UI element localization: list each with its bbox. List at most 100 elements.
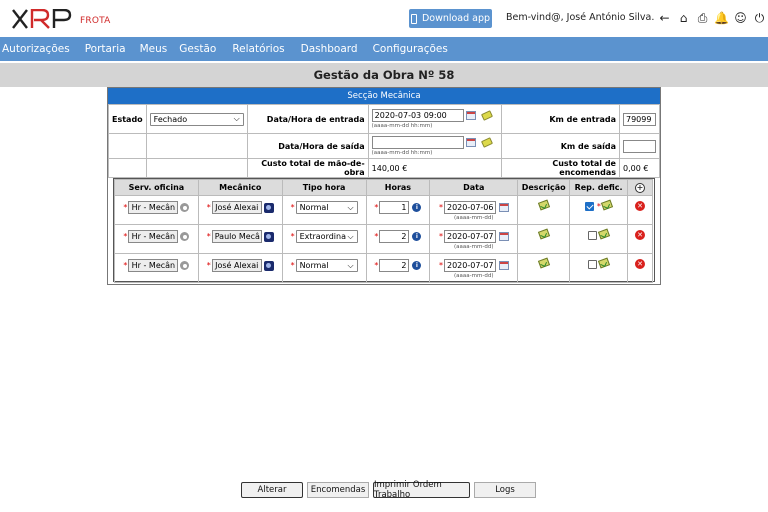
edit-defect-icon[interactable]	[600, 199, 613, 211]
nav-gestao[interactable]: Gestão	[179, 43, 217, 55]
rep-defic-checkbox[interactable]	[587, 260, 597, 269]
add-row-icon[interactable]: +	[635, 182, 645, 193]
work-order-info-table: Estado Fechado ⌵ Data/Hora de entrada 20…	[108, 104, 661, 178]
action-buttons: Alterar Encomendas Imprimir Ordem Trabal…	[241, 480, 536, 500]
data-input[interactable]: 2020-07-07	[443, 259, 496, 272]
entrada-label: Data/Hora de entrada	[246, 104, 369, 134]
gear-icon[interactable]	[180, 261, 190, 270]
services-table: Serv. oficina Mecânico Tipo hora Horas D…	[114, 179, 653, 283]
nav-portaria[interactable]: Portaria	[84, 43, 126, 55]
required-asterisk: *	[374, 203, 379, 212]
encomendas-button[interactable]: Encomendas	[307, 482, 369, 498]
required-asterisk: *	[594, 202, 601, 211]
nav-autorizacoes[interactable]: Autorizações	[2, 43, 70, 55]
top-bar: FROTA Download app Bem-vind@, José Antón…	[0, 0, 768, 37]
chevron-down-icon: ⌵	[347, 202, 354, 212]
km-entrada-label: Km de entrada	[501, 104, 620, 134]
horas-input[interactable]: 2	[379, 259, 410, 272]
app-logo[interactable]: FROTA	[12, 7, 110, 29]
km-saida-input[interactable]	[622, 139, 656, 153]
edit-description-icon[interactable]	[537, 257, 550, 269]
serv-oficina-field[interactable]: Hr - Mecân	[128, 201, 179, 214]
required-asterisk: *	[206, 232, 211, 241]
bell-icon[interactable]: 🔔	[714, 11, 729, 25]
gear-icon[interactable]	[180, 203, 190, 212]
required-asterisk: *	[438, 232, 443, 241]
calendar-icon[interactable]	[466, 138, 477, 147]
calendar-icon[interactable]	[498, 203, 509, 212]
table-row: * Hr - Mecân * José Alexai * Normal ⌵ * 2 i * 2…	[114, 253, 653, 283]
download-app-button[interactable]: Download app	[409, 9, 492, 28]
tipo-hora-select[interactable]: Extraordina ⌵	[295, 230, 358, 243]
mecanico-field[interactable]: José Alexai	[211, 259, 262, 272]
required-asterisk: *	[206, 261, 211, 270]
rep-defic-checkbox[interactable]	[585, 202, 595, 211]
data-input[interactable]: 2020-07-06	[443, 201, 496, 214]
people-icon[interactable]	[263, 260, 274, 271]
nav-relatorios[interactable]: Relatórios	[232, 43, 285, 55]
mecanico-field[interactable]: José Alexai	[211, 201, 262, 214]
required-asterisk: *	[123, 203, 128, 212]
imprimir-ordem-button[interactable]: Imprimir Ordem Trabalho	[373, 480, 470, 500]
calendar-icon[interactable]	[498, 232, 509, 241]
eraser-icon[interactable]	[480, 137, 493, 148]
tipo-hora-select[interactable]: Normal ⌵	[295, 201, 358, 214]
power-icon[interactable]: ⏻	[754, 11, 765, 25]
col-mecanico: Mecânico	[197, 179, 283, 196]
saida-datetime-input[interactable]	[371, 136, 464, 149]
eraser-icon[interactable]	[480, 110, 493, 121]
document-refresh-icon[interactable]: ⎙	[697, 11, 708, 25]
data-format-hint: (aaaa-mm-dd)	[454, 215, 494, 221]
custo-mao-obra-value: 140,00 €	[367, 158, 503, 178]
page-title: Gestão da Obra Nº 58	[0, 63, 768, 87]
custo-mao-obra-label: Custo total de mão-de-obra	[246, 158, 369, 178]
data-input[interactable]: 2020-07-07	[443, 230, 496, 243]
edit-description-icon[interactable]	[537, 199, 550, 211]
garage-icon[interactable]: ⌂	[679, 11, 688, 25]
info-icon[interactable]: i	[412, 203, 422, 212]
table-row: * Hr - Mecân * Paulo Mecâ * Extraordina ⌵ * 2…	[114, 224, 653, 254]
people-icon[interactable]	[263, 231, 274, 242]
calendar-icon[interactable]	[498, 261, 509, 270]
horas-input[interactable]: 2	[379, 230, 410, 243]
top-icons: ← ⌂ ⎙ 🔔 ☺ ⏻	[657, 11, 767, 25]
info-icon[interactable]: i	[412, 261, 422, 270]
info-icon[interactable]: i	[412, 232, 422, 241]
edit-defect-icon[interactable]	[598, 228, 611, 240]
km-entrada-input[interactable]: 79099	[622, 112, 656, 126]
logs-button[interactable]: Logs	[474, 482, 536, 498]
welcome-text: Bem-vind@, José António Silva.	[506, 12, 655, 23]
delete-row-icon[interactable]: ✕	[635, 230, 645, 240]
tipo-hora-value: Extraordina	[299, 232, 346, 241]
serv-oficina-field[interactable]: Hr - Mecân	[128, 230, 179, 243]
entrada-datetime-input[interactable]: 2020-07-03 09:00	[371, 109, 464, 122]
mecanico-field[interactable]: Paulo Mecâ	[211, 230, 262, 243]
gear-icon[interactable]	[180, 232, 190, 241]
calendar-icon[interactable]	[466, 111, 477, 120]
horas-input[interactable]: 1	[379, 201, 410, 214]
nav-dashboard[interactable]: Dashboard	[300, 43, 358, 55]
serv-oficina-field[interactable]: Hr - Mecân	[128, 259, 179, 272]
rep-defic-checkbox[interactable]	[587, 231, 597, 240]
back-arrow-icon[interactable]: ←	[659, 11, 670, 25]
required-asterisk: *	[290, 232, 295, 241]
section-header: Secção Mecânica	[108, 88, 660, 104]
nav-configuracoes[interactable]: Configurações	[372, 43, 448, 55]
user-icon[interactable]: ☺	[734, 11, 747, 25]
alterar-button[interactable]: Alterar	[241, 482, 303, 498]
main-nav: Autorizações Portaria Meus Gestão Relató…	[0, 37, 768, 61]
edit-defect-icon[interactable]	[598, 257, 611, 269]
custo-encomendas-label: Custo total de encomendas	[501, 158, 620, 178]
estado-select[interactable]: Fechado ⌵	[149, 112, 244, 126]
saida-label: Data/Hora de saída	[246, 133, 369, 159]
tipo-hora-select[interactable]: Normal ⌵	[295, 259, 358, 272]
delete-row-icon[interactable]: ✕	[635, 201, 645, 211]
edit-description-icon[interactable]	[537, 228, 550, 240]
chevron-down-icon: ⌵	[347, 260, 354, 270]
chevron-down-icon: ⌵	[233, 114, 240, 123]
required-asterisk: *	[374, 232, 379, 241]
people-icon[interactable]	[263, 202, 274, 213]
required-asterisk: *	[290, 261, 295, 270]
nav-meus[interactable]: Meus	[139, 43, 168, 55]
delete-row-icon[interactable]: ✕	[635, 259, 645, 269]
